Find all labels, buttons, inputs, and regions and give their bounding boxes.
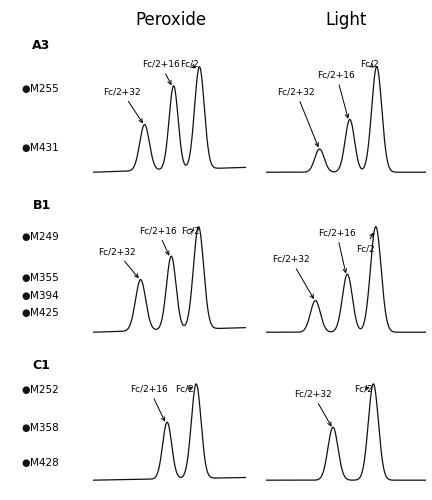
Text: M255: M255 <box>30 84 59 94</box>
Text: ●: ● <box>22 423 30 433</box>
Text: ●: ● <box>22 84 30 94</box>
Text: M355: M355 <box>30 273 59 283</box>
Text: Peroxide: Peroxide <box>135 11 206 29</box>
Text: M428: M428 <box>30 458 59 468</box>
Text: ●: ● <box>22 142 30 152</box>
Text: ●: ● <box>22 291 30 300</box>
Text: ●: ● <box>22 458 30 468</box>
Text: A3: A3 <box>32 39 51 52</box>
Text: ●: ● <box>22 273 30 283</box>
Text: Fc/2+32: Fc/2+32 <box>272 254 314 298</box>
Text: ●: ● <box>22 386 30 396</box>
Text: Fc/2: Fc/2 <box>356 234 375 253</box>
Text: Fc/2+16: Fc/2+16 <box>139 226 177 255</box>
Text: Fc/2+16: Fc/2+16 <box>130 384 168 421</box>
Text: M249: M249 <box>30 232 59 242</box>
Text: Fc/2+32: Fc/2+32 <box>277 87 318 146</box>
Text: M358: M358 <box>30 423 59 433</box>
Text: M425: M425 <box>30 308 59 318</box>
Text: M252: M252 <box>30 386 59 396</box>
Text: Fc/2: Fc/2 <box>181 60 199 69</box>
Text: C1: C1 <box>32 358 50 372</box>
Text: Fc/2+16: Fc/2+16 <box>318 228 356 272</box>
Text: B1: B1 <box>32 199 51 212</box>
Text: ●: ● <box>22 232 30 242</box>
Text: Fc/2+16: Fc/2+16 <box>318 70 355 118</box>
Text: Fc/2+32: Fc/2+32 <box>103 87 143 122</box>
Text: Fc/2: Fc/2 <box>175 384 194 394</box>
Text: ●: ● <box>22 308 30 318</box>
Text: M394: M394 <box>30 291 59 300</box>
Text: Fc/2+32: Fc/2+32 <box>294 390 332 426</box>
Text: Light: Light <box>325 11 366 29</box>
Text: Fc/2: Fc/2 <box>181 226 200 235</box>
Text: Fc/2+16: Fc/2+16 <box>142 60 180 84</box>
Text: M431: M431 <box>30 142 59 152</box>
Text: Fc/2: Fc/2 <box>361 60 379 69</box>
Text: Fc/2: Fc/2 <box>354 384 373 394</box>
Text: Fc/2+32: Fc/2+32 <box>98 247 138 278</box>
